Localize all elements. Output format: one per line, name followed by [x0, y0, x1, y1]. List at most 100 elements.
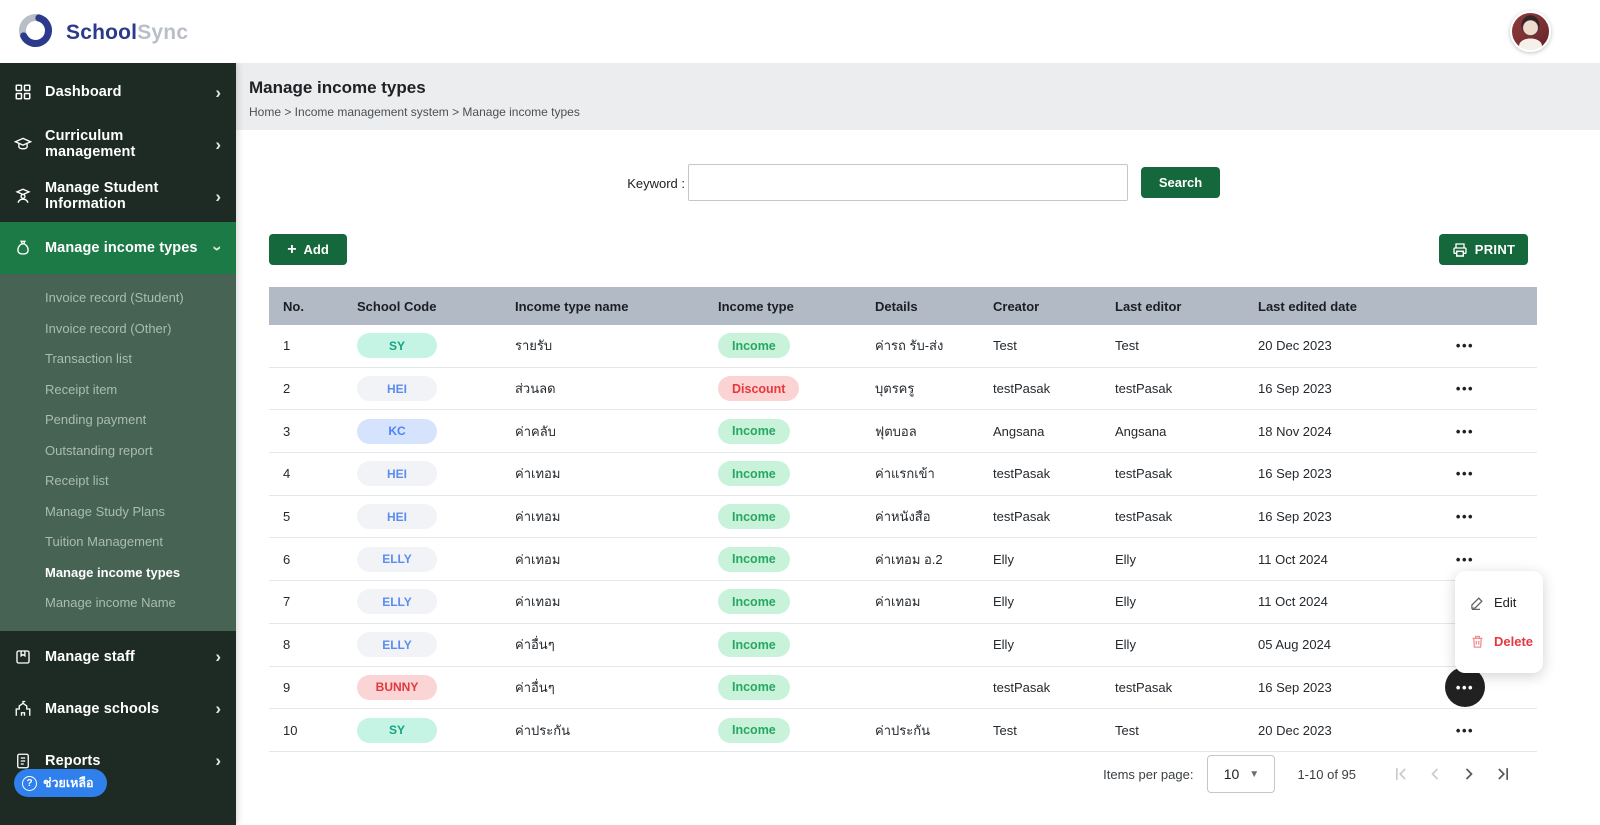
next-page-button[interactable]: [1452, 757, 1486, 791]
submenu-item-manage-study-plans[interactable]: Manage Study Plans: [45, 503, 165, 519]
breadcrumb: Home > Income management system > Manage…: [249, 105, 580, 119]
details-cell: ค่าประกัน: [875, 722, 930, 738]
creator-cell: testPasak: [993, 679, 1051, 695]
row-number: 8: [283, 637, 291, 653]
table-row: 2 HEI ส่วนลด Discount บุตรครู testPasak testPa…: [269, 367, 1537, 411]
row-actions-button[interactable]: •••: [1445, 710, 1485, 750]
sidebar: Dashboard › Curriculum management › Manage S…: [0, 63, 236, 825]
column-header-details: Details: [875, 298, 918, 314]
row-actions-button[interactable]: •••: [1445, 454, 1485, 494]
last-editor-cell: Angsana: [1115, 423, 1167, 439]
column-header-income-type: Income type: [718, 298, 794, 314]
submenu-item-outstanding-report[interactable]: Outstanding report: [45, 442, 153, 458]
details-cell: ค่ารถ รับ-ส่ง: [875, 338, 944, 354]
first-page-button[interactable]: [1384, 757, 1418, 791]
user-avatar[interactable]: [1510, 11, 1551, 52]
table-row: 7 ELLY ค่าเทอม Income ค่าเทอม Elly Elly 11 Oct …: [269, 581, 1537, 624]
submenu-item-manage-income-name[interactable]: Manage income Name: [45, 595, 176, 610]
table-row: 1 SY รายรับ Income ค่ารถ รับ-ส่ง Test Test 20 D…: [269, 325, 1537, 368]
income-type-name: ค่าคลับ: [515, 423, 556, 439]
school-code-badge: SY: [357, 333, 437, 359]
page-range: 1-10 of 95: [1297, 766, 1356, 782]
income-type-badge: Income: [718, 632, 790, 658]
row-actions-button[interactable]: •••: [1445, 369, 1485, 409]
table-body: 1 SY รายรับ Income ค่ารถ รับ-ส่ง Test Test 20 D…: [269, 325, 1537, 752]
sidebar-item-dashboard[interactable]: Dashboard ›: [0, 66, 236, 118]
submenu-item-manage-income-types[interactable]: Manage income types: [45, 564, 181, 580]
printer-icon: [1452, 242, 1468, 258]
row-number: 4: [283, 466, 291, 482]
details-cell: ค่าเทอม อ.2: [875, 551, 943, 567]
top-bar: SchoolSync: [0, 0, 1600, 63]
delete-menu-item[interactable]: Delete: [1470, 634, 1543, 649]
row-actions-button[interactable]: •••: [1445, 326, 1485, 366]
income-type-badge: Income: [718, 461, 790, 487]
income-type-badge: Income: [718, 333, 790, 359]
last-edited-date-cell: 05 Aug 2024: [1258, 637, 1332, 653]
question-icon: ?: [22, 775, 37, 791]
previous-page-button[interactable]: [1418, 757, 1452, 791]
row-actions-button[interactable]: •••: [1445, 667, 1485, 708]
help-button[interactable]: ? ช่วยเหลือ: [14, 769, 107, 797]
add-button[interactable]: + Add: [269, 234, 347, 265]
search-button[interactable]: Search: [1141, 167, 1220, 198]
row-actions-button[interactable]: •••: [1445, 497, 1485, 537]
print-button[interactable]: PRINT: [1439, 234, 1528, 265]
creator-cell: Test: [993, 722, 1017, 738]
row-number: 3: [283, 423, 291, 439]
last-page-button[interactable]: [1486, 757, 1520, 791]
last-edited-date-cell: 16 Sep 2023: [1258, 509, 1332, 525]
keyword-input[interactable]: [688, 164, 1128, 201]
sidebar-item-curriculum-management[interactable]: Curriculum management ›: [0, 118, 236, 170]
last-editor-cell: Test: [1115, 722, 1139, 738]
sidebar-item-manage-staff[interactable]: Manage staff ›: [0, 631, 236, 683]
ellipsis-icon: •••: [1455, 509, 1475, 525]
row-actions-menu: Edit Delete: [1455, 571, 1543, 673]
school-code-badge: BUNNY: [357, 674, 437, 700]
row-actions-button[interactable]: •••: [1445, 411, 1485, 451]
submenu-item-pending-payment[interactable]: Pending payment: [45, 412, 147, 427]
app-logo: SchoolSync: [14, 9, 188, 57]
chevron-right-icon: ›: [215, 751, 221, 770]
creator-cell: testPasak: [993, 466, 1051, 482]
school-code-badge: ELLY: [357, 632, 437, 658]
submenu-item-invoice-record-student[interactable]: Invoice record (Student): [45, 290, 184, 305]
submenu-item-receipt-item[interactable]: Receipt item: [45, 381, 118, 397]
badge-icon: [13, 647, 33, 667]
creator-cell: testPasak: [993, 509, 1051, 525]
submenu-item-tuition-management[interactable]: Tuition Management: [45, 534, 164, 549]
ellipsis-icon: •••: [1455, 722, 1475, 738]
submenu-item-receipt-list[interactable]: Receipt list: [45, 473, 109, 488]
sidebar-item-reports[interactable]: Reports ›: [0, 735, 236, 787]
school-code-badge: SY: [357, 717, 437, 743]
submenu-item-transaction-list[interactable]: Transaction list: [45, 351, 132, 366]
submenu-item-invoice-record-other[interactable]: Invoice record (Other): [45, 320, 172, 336]
income-type-name: ค่าเทอม: [515, 594, 561, 610]
items-per-page-label: Items per page:: [1103, 766, 1194, 782]
school-code-badge: HEI: [357, 504, 437, 530]
last-edited-date-cell: 11 Oct 2024: [1258, 594, 1328, 610]
creator-cell: testPasak: [993, 381, 1051, 397]
school-code-badge: HEI: [357, 461, 437, 487]
sidebar-item-manage-income-types[interactable]: Manage income types ›: [0, 222, 236, 274]
last-editor-cell: Test: [1115, 338, 1139, 354]
chevron-right-icon: ›: [215, 699, 221, 718]
column-header-income-type-name: Income type name: [515, 298, 629, 314]
chevron-right-icon: ›: [215, 186, 221, 206]
row-number: 7: [283, 594, 291, 610]
last-edited-date-cell: 20 Dec 2023: [1258, 338, 1332, 354]
last-editor-cell: testPasak: [1115, 509, 1173, 525]
edit-menu-item[interactable]: Edit: [1470, 595, 1543, 610]
sidebar-item-manage-schools[interactable]: Manage schools ›: [0, 683, 236, 735]
creator-cell: Angsana: [993, 423, 1045, 439]
table-row: 5 HEI ค่าเทอม Income ค่าหนังสือ testPasak test…: [269, 495, 1537, 539]
row-actions-button[interactable]: •••: [1445, 539, 1485, 579]
student-icon: [13, 186, 33, 206]
income-type-badge: Income: [718, 589, 790, 615]
items-per-page-select[interactable]: 10 ▼: [1207, 755, 1276, 793]
page-title: Manage income types: [249, 78, 426, 97]
grid-icon: [13, 82, 33, 102]
details-cell: ค่าหนังสือ: [875, 509, 931, 525]
sidebar-item-manage-student-information[interactable]: Manage Student Information ›: [0, 170, 236, 222]
column-header-no: No.: [283, 298, 304, 314]
